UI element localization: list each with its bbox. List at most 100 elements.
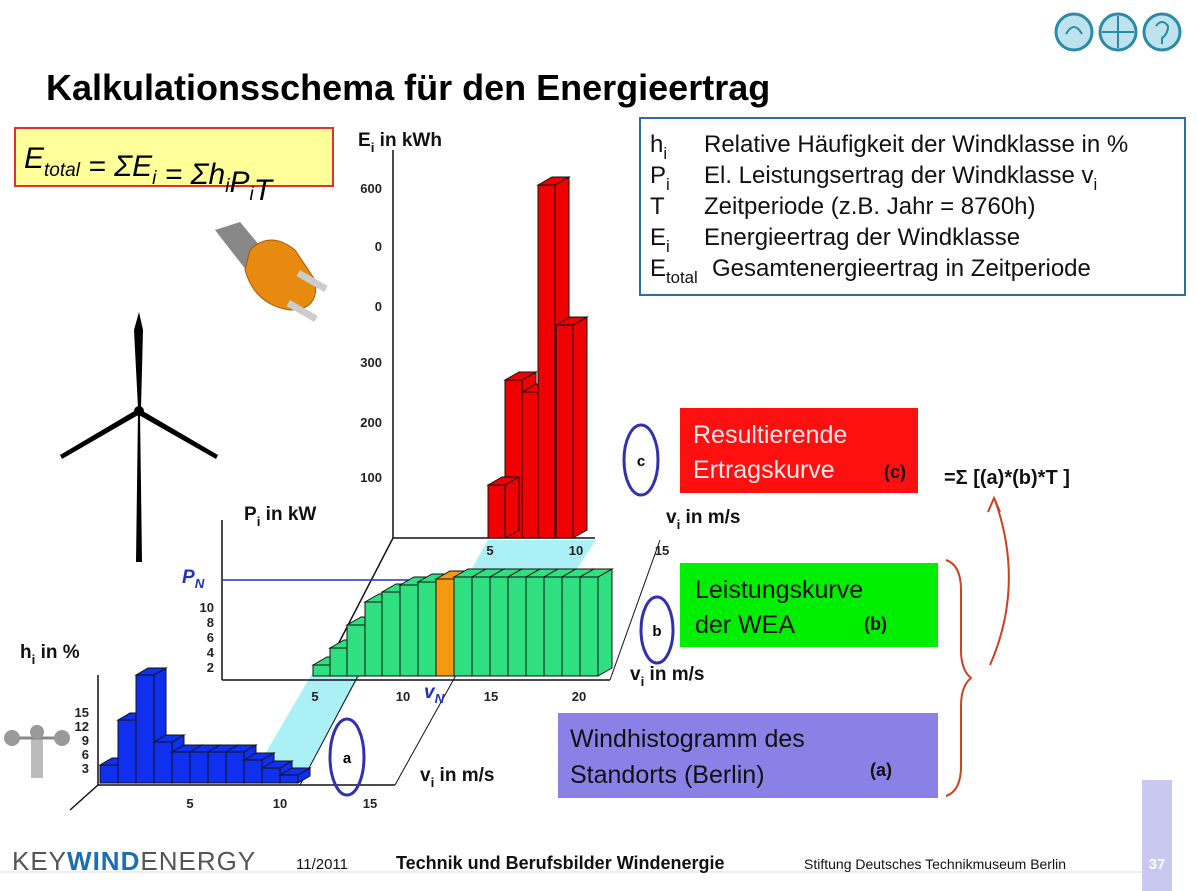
bar-front (525, 576, 545, 677)
bar-front (471, 576, 491, 677)
result-line: Ertragskurve (693, 456, 835, 484)
wind-axis-label: hi in % (20, 642, 80, 667)
power-box (680, 563, 938, 647)
formula: Etotal = ΣEi = ΣhiPiT (24, 142, 275, 207)
bar-front (225, 751, 245, 784)
legend-symbol: Pi (650, 162, 670, 194)
energy-tick: 100 (360, 470, 382, 485)
label-sub: i (431, 775, 435, 790)
symbol-sub: i (666, 237, 670, 256)
symbol-sub: i (663, 144, 667, 163)
label-rest: in m/s (644, 664, 704, 685)
bar-front (453, 576, 473, 677)
projection-plane (248, 672, 362, 783)
formula-sub: total (44, 160, 81, 181)
plug-icon (215, 222, 328, 323)
power-tick: 2 (207, 660, 214, 675)
wind-line: Standorts (Berlin) (570, 761, 765, 789)
bar-front (521, 391, 540, 539)
bar-front (99, 764, 119, 784)
wind-line: Windhistogramm des (570, 725, 805, 753)
bar-front (153, 741, 173, 784)
bar-front (399, 584, 419, 677)
label: v (666, 507, 677, 528)
diagram (69, 150, 661, 811)
energy-x-label: vi in m/s (666, 507, 740, 532)
legend-text: El. Leistungsertrag der Windklasse vi (704, 162, 1097, 194)
bar-front (346, 624, 366, 677)
footer-date: 11/2011 (296, 856, 348, 873)
markers (328, 423, 675, 797)
power-x-label: vi in m/s (630, 664, 704, 689)
footer-org: Stiftung Deutsches Technikmuseum Berlin (804, 856, 1066, 872)
bar-front (329, 647, 349, 677)
bar-front (243, 759, 263, 784)
symbol: E (650, 224, 666, 251)
label-sub: i (641, 674, 645, 689)
marker-a: a (343, 750, 352, 767)
energy-tick: 600 (360, 181, 382, 196)
label-rest: in m/s (434, 765, 494, 786)
legend-symbol: Etotal (650, 255, 698, 287)
power-tick: 6 (207, 630, 214, 645)
label-sub: i (32, 652, 36, 667)
power-x-tick: 20 (572, 689, 586, 704)
label: E (358, 130, 371, 151)
symbol: P (650, 162, 666, 189)
bar-side (572, 316, 588, 539)
side-bar (1142, 780, 1172, 891)
legend-text: Gesamtenergieertrag in Zeitperiode (712, 255, 1091, 282)
bar-front (207, 751, 227, 784)
pn-label: PN (182, 567, 205, 591)
label-rest: in % (35, 642, 79, 663)
power-x-tick: 10 (396, 689, 410, 704)
desc: Gesamtenergieertrag in Zeitperiode (712, 255, 1091, 282)
bar-side (597, 568, 613, 677)
bar-front (507, 576, 527, 677)
icons (1054, 12, 1182, 52)
symbol-sub: total (666, 268, 698, 287)
energy-x-tick: 5 (486, 543, 493, 558)
marker-b: b (652, 623, 661, 640)
bracket-arrow (945, 495, 1010, 797)
bar-front (381, 591, 401, 677)
bar-front (189, 751, 209, 784)
formula-base: P (229, 166, 249, 199)
label-rest: in kWh (374, 130, 442, 151)
wind-tick: 3 (82, 761, 89, 776)
power-tick: 4 (207, 645, 215, 660)
label-sub: i (371, 140, 375, 155)
legend-box (639, 117, 1186, 296)
label: v (630, 664, 641, 685)
power-x-tick: 15 (484, 689, 498, 704)
energy-tick: 300 (360, 355, 382, 370)
wind-tick: 15 (75, 705, 89, 720)
desc-sub: i (1094, 175, 1098, 194)
bar-front (117, 719, 137, 784)
axis (69, 784, 99, 811)
marker-c: c (637, 453, 645, 470)
label-sub: i (677, 517, 681, 532)
power-axis-label: Pi in kW (244, 504, 316, 529)
bar-front (312, 664, 332, 677)
bar-front (579, 576, 599, 677)
label-sub: i (257, 514, 261, 529)
bar-front (489, 576, 509, 677)
legend-symbol: hi (650, 131, 667, 163)
bar-front (537, 184, 556, 539)
wind-tick: 12 (75, 719, 89, 734)
projection-plane (470, 540, 596, 572)
energy-tick: 200 (360, 415, 382, 430)
energy-axis-label: Ei in kWh (358, 130, 442, 155)
bar-front (261, 767, 281, 784)
sum-formula: =Σ [(a)*(b)*T ] (944, 467, 1070, 489)
bar-front (487, 484, 506, 539)
legend-text: Relative Häufigkeit der Windklasse in % (704, 131, 1128, 158)
wind-x-tick: 5 (186, 796, 193, 811)
logo-key: KEY (12, 846, 67, 876)
anemometer-icon (4, 725, 70, 778)
formula-base: T (254, 174, 275, 207)
label-sub: N (435, 691, 445, 706)
axis (329, 537, 394, 661)
